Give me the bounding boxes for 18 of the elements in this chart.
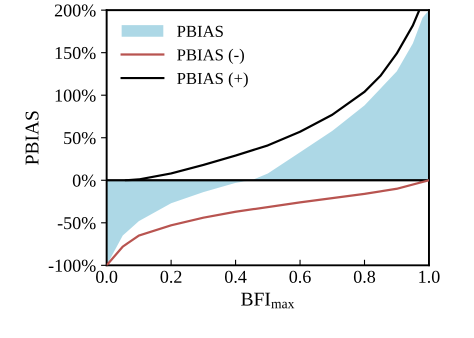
y-tick-label: 0% (72, 174, 96, 187)
y-tick-label: 200% (54, 4, 96, 17)
legend-label: PBIAS (+) (177, 72, 248, 88)
x-tick-label: 0.8 (354, 270, 376, 283)
x-tick-label: 0.4 (224, 270, 247, 283)
x-tick-label: 0.6 (289, 270, 311, 283)
x-tick-label: 1.0 (419, 270, 440, 283)
x-tick-label: 0.0 (96, 270, 118, 283)
legend-label: PBIAS (177, 26, 223, 37)
y-tick-label: 150% (56, 46, 96, 60)
x-axis-title: BFI$_{max}$ (241, 292, 294, 308)
legend-label: PBIAS (-) (177, 48, 244, 64)
y-tick-label: 100% (56, 89, 96, 102)
y-tick-label: -50% (58, 217, 96, 230)
y-axis-title: PBIAS (26, 111, 39, 165)
x-tick-label: 0.2 (160, 270, 182, 283)
y-tick-label: 50% (64, 132, 96, 144)
y-tick-label: -100% (48, 260, 96, 272)
